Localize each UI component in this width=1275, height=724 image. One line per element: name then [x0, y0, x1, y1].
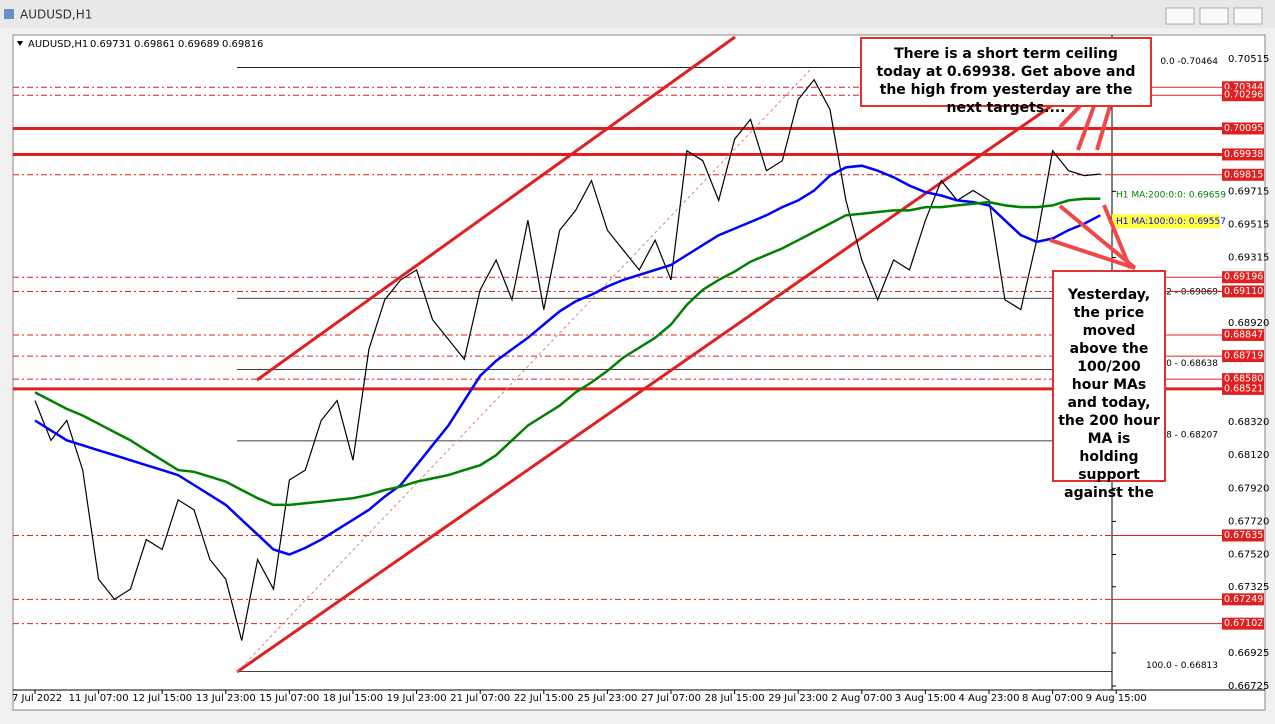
arrow: [1058, 204, 1137, 270]
fib-label: 100.0 - 0.66813: [1146, 661, 1218, 671]
x-tick-label: 9 Aug 15:00: [1086, 693, 1147, 704]
level-label: 0.68847: [1224, 329, 1263, 340]
level-label: 0.69938: [1224, 149, 1263, 160]
minimize-button[interactable]: [1165, 7, 1195, 25]
ohlc-value: 0.69816: [222, 39, 263, 50]
fib-label: .2 - 0.69069: [1163, 288, 1218, 298]
arrows: [1049, 104, 1137, 270]
level-label: 0.70095: [1224, 123, 1263, 134]
level-box: [1222, 593, 1264, 606]
level-label: 0.69815: [1224, 169, 1263, 180]
fib-label: 0.0 -0.70464: [1160, 57, 1218, 67]
x-tick-label: 12 Jul 15:00: [132, 693, 192, 704]
level-label: 0.69110: [1224, 286, 1263, 297]
level-box: [1222, 617, 1264, 630]
fib-label: .0 - 0.68638: [1163, 359, 1218, 369]
level-box: [1222, 529, 1264, 542]
fib-label: .8 - 0.68207: [1163, 430, 1218, 440]
x-tick-label: 27 Jul 07:00: [641, 693, 701, 704]
level-label: 0.70296: [1224, 90, 1263, 101]
y-tick-label: 0.67520: [1228, 549, 1269, 560]
y-tick-label: 0.68920: [1228, 318, 1269, 329]
window-title: AUDUSD,H1: [20, 8, 92, 22]
level-box: [1222, 350, 1264, 363]
y-tick-label: 0.70515: [1228, 54, 1269, 65]
legend-label: H1 MA:100:0:0: 0.69557: [1116, 217, 1226, 227]
ohlc-value: 0.69731: [90, 39, 131, 50]
ohlc-value: 0.69689: [178, 39, 219, 50]
level-box: [1222, 89, 1264, 102]
level-label: 0.68580: [1224, 374, 1263, 385]
x-tick-label: 2 Aug 07:00: [831, 693, 892, 704]
level-box: [1222, 285, 1264, 298]
level-box: [1222, 148, 1264, 161]
arrow: [1076, 105, 1096, 151]
ohlc-value: 0.69861: [134, 39, 175, 50]
y-tick-label: 0.67920: [1228, 483, 1269, 494]
y-tick-label: 0.69315: [1228, 253, 1269, 264]
close-button[interactable]: [1233, 7, 1263, 25]
level-label: 0.67102: [1224, 618, 1263, 629]
level-box: [1222, 122, 1264, 135]
y-tick-label: 0.67325: [1228, 582, 1269, 593]
channel-upper: [256, 35, 736, 382]
x-tick-label: 18 Jul 15:00: [323, 693, 383, 704]
level-label: 0.70344: [1224, 82, 1263, 93]
y-tick-label: 0.67720: [1228, 516, 1269, 527]
y-tick-label: 0.66925: [1228, 648, 1269, 659]
series-line: [34, 164, 1101, 556]
dropdown-arrow: [17, 41, 23, 46]
level-label: 0.68719: [1224, 351, 1263, 362]
y-tick-label: 0.68320: [1228, 417, 1269, 428]
annotation-box: There is a short term ceiling today at 0…: [860, 37, 1152, 116]
maximize-button[interactable]: [1199, 7, 1229, 25]
x-tick-label: 19 Jul 23:00: [387, 693, 447, 704]
x-tick-label: 22 Jul 15:00: [514, 693, 574, 704]
legend-background: [1112, 214, 1220, 229]
channel-lower: [236, 98, 1061, 674]
y-tick-label: 0.68120: [1228, 450, 1269, 461]
x-tick-label: 4 Aug 23:00: [958, 693, 1019, 704]
level-box: [1222, 328, 1264, 341]
y-tick-label: 0.69515: [1228, 219, 1269, 230]
symbol-label: AUDUSD,H1: [28, 39, 88, 50]
x-tick-label: 7 Jul 2022: [12, 693, 62, 704]
trendlines: [236, 35, 1061, 674]
annotation-box: Yesterday, the price moved above the 100…: [1052, 270, 1166, 501]
arrow: [1095, 105, 1112, 151]
x-tick-label: 21 Jul 07:00: [450, 693, 510, 704]
x-tick-label: 13 Jul 23:00: [196, 693, 256, 704]
x-tick-label: 3 Aug 15:00: [895, 693, 956, 704]
level-label: 0.69196: [1224, 272, 1263, 283]
level-box: [1222, 271, 1264, 284]
level-label: 0.67249: [1224, 594, 1263, 605]
arrow: [1049, 238, 1136, 270]
level-box: [1222, 168, 1264, 181]
title-bar: [0, 0, 1275, 28]
y-tick-label: 0.66725: [1228, 681, 1269, 692]
x-tick-label: 11 Jul 07:00: [69, 693, 129, 704]
arrow: [1058, 104, 1082, 129]
fib-diagonal: [236, 69, 811, 673]
x-tick-label: 25 Jul 23:00: [577, 693, 637, 704]
x-tick-label: 15 Jul 07:00: [259, 693, 319, 704]
window-icon: [4, 9, 14, 19]
level-box: [1222, 382, 1264, 395]
arrow: [1102, 204, 1132, 269]
series-line: [34, 78, 1101, 641]
x-tick-label: 28 Jul 15:00: [705, 693, 765, 704]
level-box: [1222, 373, 1264, 386]
level-label: 0.67635: [1224, 530, 1263, 541]
legend-label: H1 MA:200:0:0: 0.69659: [1116, 190, 1226, 200]
x-tick-label: 29 Jul 23:00: [768, 693, 828, 704]
level-label: 0.68521: [1224, 383, 1263, 394]
series-line: [34, 197, 1101, 507]
x-tick-label: 8 Aug 07:00: [1022, 693, 1083, 704]
y-tick-label: 0.69715: [1228, 186, 1269, 197]
